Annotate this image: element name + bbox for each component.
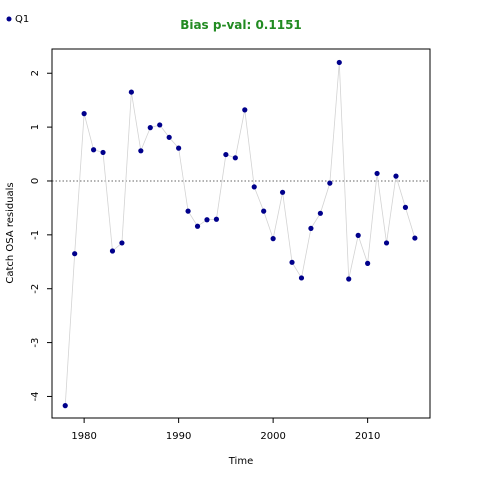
legend: Q1 — [6, 14, 29, 25]
data-point-1979 — [72, 251, 78, 257]
data-point-1985 — [128, 89, 134, 95]
data-point-2002 — [289, 259, 295, 265]
data-point-1984 — [119, 240, 125, 246]
y-tick-label--2: -2 — [30, 284, 41, 294]
data-point-1981 — [90, 147, 97, 153]
x-tick-label-2000: 2000 — [260, 431, 285, 442]
y-tick-label-0: 0 — [30, 178, 41, 184]
data-point-2007 — [336, 59, 342, 66]
data-point-1980 — [81, 111, 87, 117]
data-point-2003 — [298, 275, 305, 281]
y-tick-label--4: -4 — [30, 391, 41, 401]
data-point-1997 — [242, 107, 248, 113]
data-point-1991 — [185, 208, 191, 214]
y-axis-title: Catch OSA residuals — [5, 182, 16, 283]
x-tick-label-2010: 2010 — [355, 431, 380, 442]
data-point-2000 — [270, 236, 276, 242]
data-point-1994 — [213, 216, 220, 222]
data-point-1989 — [166, 134, 172, 140]
axes: 1980 1990 2000 2010 2 1 0 -1 -2 -3 -4 — [30, 70, 430, 442]
data-point-2004 — [308, 225, 314, 231]
data-point-1990 — [176, 145, 182, 151]
chart-title: Bias p-val: 0.1151 — [180, 18, 302, 32]
data-point-2009 — [355, 232, 361, 238]
data-point-1996 — [232, 155, 238, 161]
series-layer — [62, 59, 418, 409]
data-point-1986 — [138, 148, 144, 154]
data-point-2013 — [393, 173, 399, 179]
data-point-2015 — [412, 235, 418, 241]
data-point-2001 — [279, 189, 286, 195]
data-point-2008 — [346, 276, 352, 282]
data-point-1995 — [223, 151, 229, 158]
data-point-2012 — [383, 240, 390, 246]
x-axis-title: Time — [228, 456, 253, 467]
data-point-1983 — [109, 248, 116, 254]
data-point-2006 — [327, 180, 333, 186]
data-point-2005 — [317, 210, 323, 216]
x-tick-label-1990: 1990 — [166, 431, 191, 442]
y-tick-label-2: 2 — [30, 70, 41, 76]
data-point-1988 — [157, 122, 163, 128]
legend-marker-q1 — [6, 16, 12, 22]
data-point-1992 — [194, 223, 201, 229]
data-point-1999 — [261, 208, 267, 214]
data-point-2010 — [365, 260, 371, 266]
data-point-1982 — [100, 149, 106, 156]
series-line-q1 — [64, 62, 416, 406]
data-point-2014 — [402, 204, 409, 210]
data-point-1998 — [251, 184, 257, 190]
y-tick-label--3: -3 — [30, 338, 41, 348]
y-tick-label--1: -1 — [30, 230, 41, 240]
data-point-1987 — [147, 125, 153, 131]
data-point-1993 — [204, 217, 210, 223]
y-tick-label-1: 1 — [30, 124, 41, 130]
legend-label-q1: Q1 — [15, 14, 29, 25]
plot-frame — [51, 48, 431, 419]
x-tick-label-1980: 1980 — [71, 431, 96, 442]
data-point-2011 — [374, 170, 380, 177]
data-point-1978 — [62, 403, 68, 409]
